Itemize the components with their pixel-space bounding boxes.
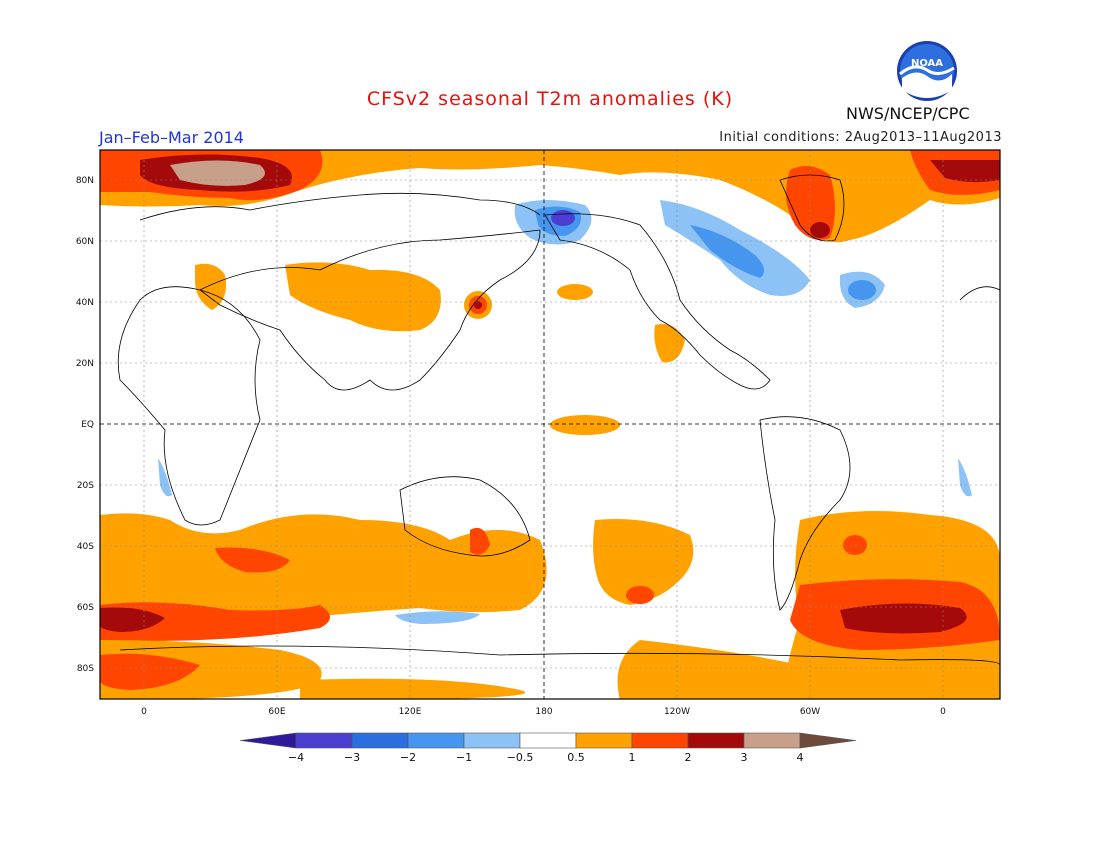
colorbar-swatch <box>463 732 521 749</box>
graticule <box>100 150 1000 699</box>
colorbar: −4 −3 −2 −1 −0.5 0.5 1 2 3 4 <box>239 732 857 764</box>
lat-label: 20N <box>76 359 94 369</box>
colorbar-swatch <box>575 732 633 749</box>
colorbar-tick-label: 4 <box>797 751 804 764</box>
colorbar-tick-label: 3 <box>741 751 748 764</box>
lat-label: 80N <box>76 176 94 186</box>
lon-label: 60W <box>800 707 820 717</box>
colorbar-tick-label: −3 <box>344 751 360 764</box>
colorbar-tick-label: −0.5 <box>507 751 534 764</box>
lon-label: 180 <box>535 707 552 717</box>
lat-label: 80S <box>77 664 94 674</box>
lat-label: 40S <box>77 542 94 552</box>
map-frame <box>99 149 1001 700</box>
lat-label: EQ <box>81 420 94 430</box>
forecast-period: Jan–Feb–Mar 2014 <box>99 128 244 147</box>
noaa-logo-icon: NOAA <box>897 41 957 101</box>
initial-conditions: Initial conditions: 2Aug2013–11Aug2013 <box>719 130 1002 145</box>
agency-label: NWS/NCEP/CPC <box>846 104 970 123</box>
lat-label: 20S <box>77 481 94 491</box>
lon-label: 120W <box>664 707 690 717</box>
colorbar-swatch <box>687 732 745 749</box>
lon-label: 60E <box>268 707 285 717</box>
colorbar-swatch <box>519 732 577 749</box>
colorbar-swatch <box>407 732 465 749</box>
colorbar-tick-label: −2 <box>400 751 416 764</box>
latitude-labels: 80N 60N 40N 20N EQ 20S 40S 60S 80S <box>76 176 94 674</box>
lat-label: 40N <box>76 298 94 308</box>
noaa-logo-text: NOAA <box>911 58 943 69</box>
colorbar-tick-label: 1 <box>629 751 636 764</box>
colorbar-swatch <box>743 732 801 749</box>
chart-title: CFSv2 seasonal T2m anomalies (K) <box>366 88 734 110</box>
colorbar-tick-label: −4 <box>288 751 304 764</box>
colorbar-swatch <box>295 732 353 749</box>
colorbar-tick-label: −1 <box>456 751 472 764</box>
colorbar-swatch <box>351 732 409 749</box>
colorbar-arrow-right <box>799 732 857 749</box>
lon-label: 0 <box>940 707 946 717</box>
anomaly-field <box>100 150 1000 699</box>
longitude-labels: 0 60E 120E 180 120W 60W 0 <box>141 707 946 717</box>
colorbar-swatch <box>631 732 689 749</box>
colorbar-tick-label: 0.5 <box>567 751 585 764</box>
colorbar-arrow-left <box>239 732 297 749</box>
coastlines <box>117 174 1000 666</box>
lon-label: 120E <box>399 707 422 717</box>
colorbar-tick-label: 2 <box>685 751 692 764</box>
lat-label: 60S <box>77 603 94 613</box>
lat-label: 60N <box>76 237 94 247</box>
lon-label: 0 <box>141 707 147 717</box>
